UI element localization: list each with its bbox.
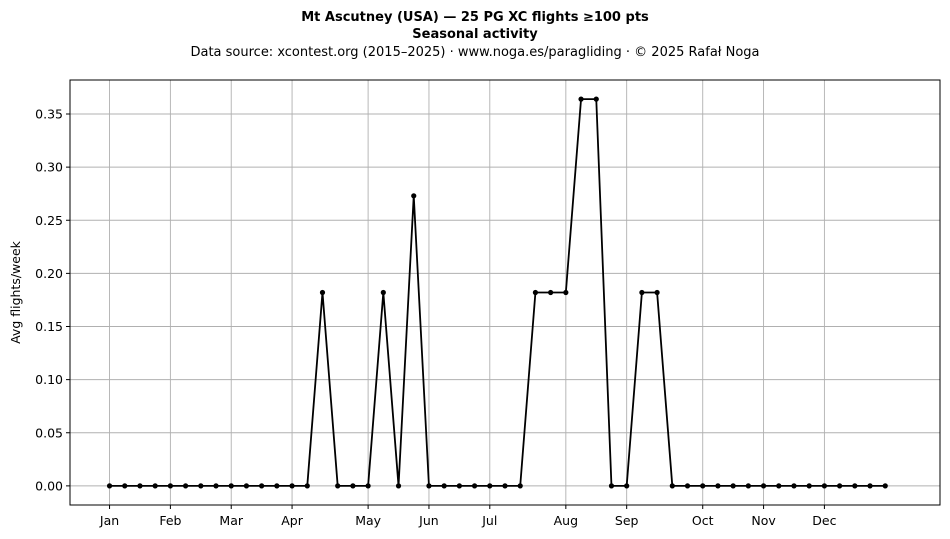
data-point — [471, 483, 478, 489]
x-tick-label: May — [355, 513, 381, 528]
x-tick-label: Dec — [812, 513, 836, 528]
data-point — [821, 483, 828, 489]
data-point — [806, 483, 812, 489]
data-point — [426, 483, 432, 489]
data-point — [213, 483, 219, 489]
data-point — [198, 483, 204, 489]
x-tick-label: Feb — [159, 513, 181, 528]
x-tick-label: Apr — [281, 513, 303, 528]
data-point — [274, 483, 280, 489]
data-point — [715, 483, 721, 489]
data-point — [411, 193, 417, 199]
data-point — [837, 483, 843, 489]
data-point — [182, 483, 189, 489]
data-point — [365, 483, 371, 489]
data-point — [563, 289, 569, 296]
x-tick-label: Jul — [481, 513, 497, 528]
x-tick-label: Oct — [692, 513, 714, 528]
data-point — [608, 483, 615, 489]
series-line — [109, 98, 886, 487]
data-point — [684, 483, 691, 489]
data-point — [243, 483, 250, 489]
data-point — [867, 483, 873, 489]
data-point — [776, 483, 782, 489]
data-point — [624, 483, 630, 489]
chart-title-line2: Seasonal activity — [412, 27, 538, 42]
data-point — [487, 483, 493, 489]
data-point — [259, 483, 265, 489]
data-point — [517, 483, 523, 489]
grid — [70, 80, 940, 505]
y-tick-label: 0.30 — [35, 160, 63, 175]
data-point — [106, 483, 113, 489]
data-point — [289, 483, 295, 489]
x-tick-label: Nov — [751, 513, 776, 528]
series-layer — [106, 96, 888, 489]
data-point — [882, 483, 888, 489]
x-tick-label: Jun — [418, 513, 439, 528]
plot-frame — [69, 79, 941, 506]
data-point — [380, 289, 386, 296]
x-tick-label: Aug — [554, 513, 578, 528]
data-point — [441, 483, 447, 489]
data-point — [548, 289, 554, 296]
x-tick-label: Jan — [99, 513, 119, 528]
y-axis: 0.00 0.05 0.10 0.15 0.20 0.25 0.30 0.35 — [35, 107, 70, 493]
data-point — [319, 289, 326, 296]
data-point — [137, 483, 143, 489]
y-tick-label: 0.35 — [35, 107, 63, 122]
x-axis: Jan Feb Mar Apr May Jun Jul Aug Sep Oct Nov Dec — [99, 505, 837, 528]
data-point — [167, 483, 173, 489]
data-point — [228, 483, 234, 489]
y-axis-label: Avg flights/week — [8, 240, 23, 344]
data-point — [578, 96, 584, 102]
data-point — [852, 483, 858, 489]
data-point — [456, 483, 462, 489]
data-point — [639, 289, 645, 296]
data-point — [350, 483, 356, 489]
y-tick-label: 0.20 — [35, 266, 63, 281]
y-tick-label: 0.15 — [35, 319, 63, 334]
data-point — [395, 483, 402, 489]
data-point — [122, 483, 128, 489]
data-point — [152, 483, 158, 489]
data-point — [730, 483, 736, 489]
data-point — [791, 483, 797, 489]
data-point — [654, 289, 660, 296]
y-tick-label: 0.05 — [35, 425, 63, 440]
data-point — [593, 96, 599, 102]
data-point — [700, 483, 706, 489]
y-tick-label: 0.00 — [35, 478, 63, 493]
data-point — [532, 289, 539, 296]
data-point — [304, 483, 310, 489]
y-tick-label: 0.25 — [35, 213, 63, 228]
x-tick-label: Sep — [615, 513, 639, 528]
data-point — [760, 483, 767, 489]
data-point — [669, 483, 675, 489]
chart-subtitle: Data source: xcontest.org (2015–2025) · … — [190, 45, 759, 60]
chart-title: Mt Ascutney (USA) — 25 PG XC flights ≥10… — [301, 10, 649, 25]
y-tick-label: 0.10 — [35, 372, 63, 387]
data-point — [745, 483, 751, 489]
data-point — [335, 483, 341, 489]
data-point — [502, 483, 508, 489]
x-tick-label: Mar — [219, 513, 243, 528]
